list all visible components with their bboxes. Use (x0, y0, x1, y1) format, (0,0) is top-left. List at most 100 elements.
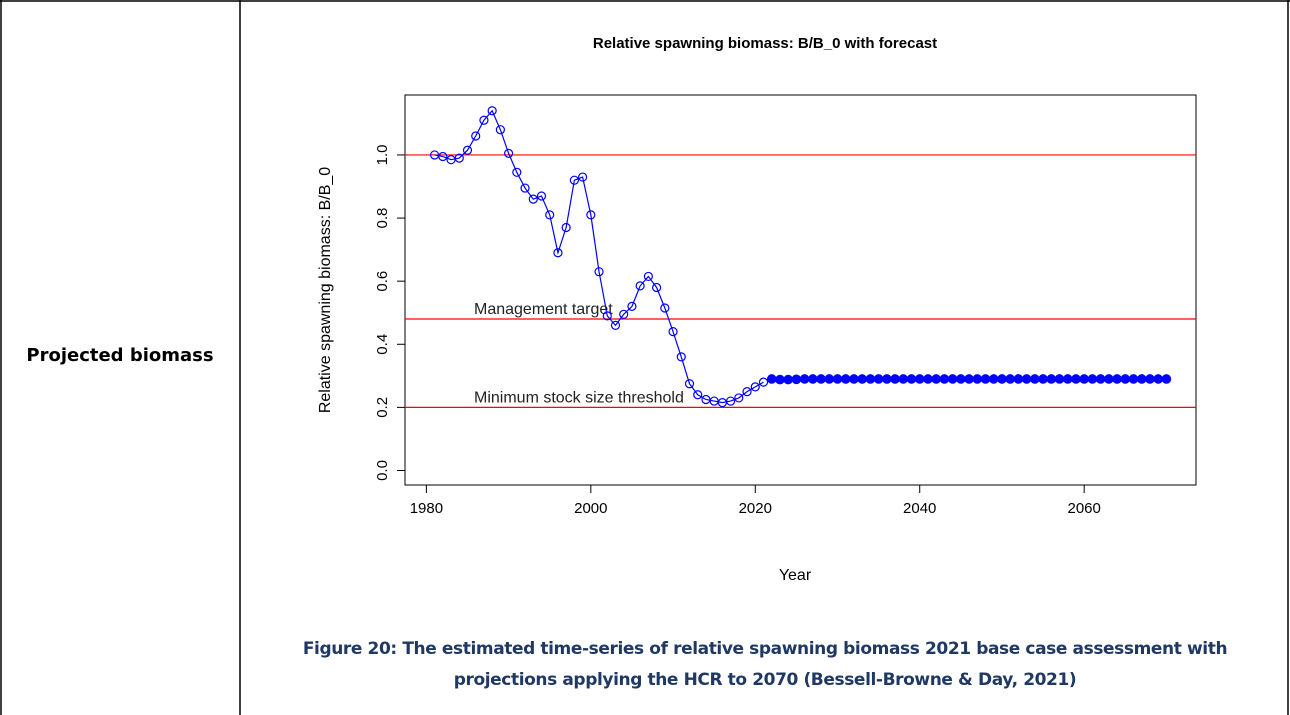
data-point (840, 374, 851, 384)
data-point (923, 374, 933, 384)
data-point (684, 379, 695, 389)
data-point (1112, 374, 1122, 384)
y-tick-label: 0.4 (374, 334, 391, 355)
data-point (635, 281, 645, 291)
y-tick-label: 0.6 (374, 271, 391, 292)
data-point (758, 377, 769, 387)
data-point (1104, 374, 1114, 384)
data-point (1030, 374, 1040, 384)
data-point (1079, 374, 1089, 384)
data-point (610, 320, 621, 330)
data-point (495, 125, 505, 135)
data-point (726, 396, 736, 406)
data-point (980, 374, 991, 384)
x-tick-label: 2020 (739, 500, 772, 517)
x-tick-label: 2040 (903, 500, 936, 517)
x-tick-label: 1980 (410, 500, 443, 517)
data-point (849, 374, 859, 384)
data-point (627, 301, 637, 312)
row-label: Projected biomass (26, 345, 214, 366)
data-point (898, 374, 909, 384)
data-point (652, 282, 662, 293)
data-point (454, 153, 464, 163)
data-point (988, 374, 999, 384)
data-point (643, 271, 653, 282)
data-point (857, 374, 867, 384)
data-point (832, 374, 843, 384)
data-point (512, 167, 522, 177)
data-point (528, 194, 538, 204)
x-tick-label: 2060 (1067, 500, 1100, 517)
data-point (594, 267, 604, 277)
chart-title: Relative spawning biomass: B/B_0 with fo… (593, 35, 937, 52)
data-point (569, 175, 579, 185)
data-point (1062, 374, 1073, 384)
data-point (693, 390, 703, 400)
x-axis-label: Year (779, 567, 812, 584)
data-point (873, 374, 884, 384)
plot-frame (404, 94, 1197, 486)
data-point (1153, 374, 1163, 384)
data-point (438, 151, 448, 162)
data-point (545, 210, 555, 220)
y-tick-label: 0.2 (374, 397, 391, 418)
data-point (520, 183, 530, 193)
data-point (906, 374, 917, 384)
data-point (578, 172, 588, 182)
data-point (1120, 374, 1131, 384)
data-point (1128, 374, 1139, 384)
data-point (775, 374, 785, 385)
data-point (668, 327, 678, 337)
data-point (734, 393, 744, 403)
y-tick-label: 0.8 (374, 208, 391, 229)
data-point (1038, 374, 1048, 384)
data-point (783, 374, 793, 385)
y-tick-label: 0.0 (374, 460, 391, 481)
data-point (791, 374, 802, 385)
data-point (972, 374, 983, 384)
data-point (816, 374, 826, 384)
data-point (956, 374, 966, 384)
data-point (487, 106, 497, 116)
data-point (602, 311, 612, 321)
data-point (931, 374, 941, 384)
data-point (676, 352, 686, 362)
data-point (865, 374, 876, 384)
data-point (750, 382, 760, 392)
data-point (1013, 374, 1024, 384)
data-point (536, 191, 547, 201)
data-point (1161, 374, 1172, 384)
data-point (1136, 374, 1147, 384)
data-point (479, 115, 489, 125)
figure-caption: Figure 20: The estimated time-series of … (302, 639, 1228, 690)
data-point (586, 210, 596, 220)
y-tick-label: 1.0 (374, 145, 391, 166)
data-point (1021, 374, 1032, 384)
data-point (964, 374, 974, 384)
data-point (882, 374, 892, 384)
y-axis-label: Relative spawning biomass: B/B_0 (317, 167, 334, 413)
data-point (561, 222, 571, 233)
data-point (914, 374, 925, 384)
data-point (462, 145, 473, 155)
data-point (1054, 374, 1065, 384)
data-point (504, 148, 514, 158)
data-point (1005, 374, 1015, 384)
chart: Relative spawning biomass: B/B_0 with fo… (317, 35, 1197, 584)
data-point (1071, 374, 1081, 384)
data-point (1145, 374, 1155, 384)
data-point (471, 131, 481, 141)
data-point (619, 309, 629, 319)
data-point (1095, 374, 1106, 384)
data-point (997, 374, 1007, 384)
data-point (742, 387, 752, 397)
data-point (1087, 374, 1098, 384)
data-point (824, 374, 835, 384)
data-point (890, 374, 900, 384)
data-point (1046, 374, 1057, 384)
data-point (553, 248, 563, 258)
data-point (766, 374, 777, 384)
reference-label: Minimum stock size threshold (474, 389, 684, 406)
